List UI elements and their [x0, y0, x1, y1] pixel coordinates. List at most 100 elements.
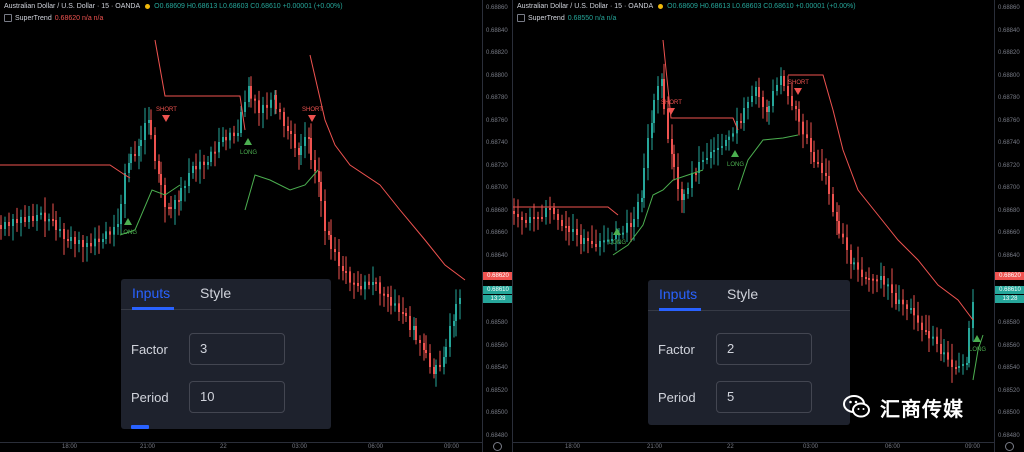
candle-body	[433, 367, 435, 374]
candle-body	[673, 154, 675, 167]
candle-body	[237, 133, 239, 136]
indicator-collapse-icon[interactable]	[4, 14, 12, 23]
indicator-collapse-icon[interactable]	[517, 14, 525, 23]
candle-body	[647, 138, 649, 168]
active-tab-indicator	[132, 307, 174, 310]
candle-body	[762, 97, 764, 107]
price-tick: 0.68700	[998, 185, 1020, 191]
candle-body	[576, 229, 578, 235]
candle-body	[962, 364, 964, 366]
candle-body	[168, 207, 170, 209]
candle-body	[913, 308, 915, 316]
candle-body	[170, 207, 172, 209]
factor-input[interactable]: 3	[189, 333, 285, 365]
price-chart-left[interactable]: SHORT SHORT LONG LONG	[0, 0, 482, 442]
candle-body	[214, 151, 216, 154]
candle-body	[254, 98, 256, 101]
time-label: 09:00	[965, 444, 981, 450]
settings-gear-icon[interactable]	[1005, 442, 1014, 451]
candle-body	[653, 100, 655, 123]
time-label: 21:00	[647, 444, 663, 450]
candle-body	[207, 162, 209, 165]
candle-body	[94, 238, 96, 247]
settings-gear-icon[interactable]	[493, 442, 502, 451]
candle-body	[425, 350, 427, 353]
indicator-name[interactable]: SuperTrend	[528, 15, 565, 22]
candle-body	[203, 161, 205, 165]
candle-body	[557, 214, 559, 220]
candle-body	[55, 220, 57, 230]
candle-body	[59, 229, 61, 231]
price-tick: 0.68580	[998, 320, 1020, 326]
candle-body	[439, 365, 441, 367]
candle-body	[290, 131, 292, 134]
pane-divider[interactable]	[512, 0, 513, 452]
factor-input[interactable]: 2	[716, 333, 812, 365]
svg-text:LONG: LONG	[969, 347, 986, 353]
period-input[interactable]: 5	[716, 381, 812, 413]
symbol-title[interactable]: Australian Dollar / U.S. Dollar · 15 · O…	[4, 3, 141, 10]
price-axis-left[interactable]: 0.68860 0.68840 0.68820 0.68800 0.68780 0.687…	[482, 0, 512, 452]
candle-body	[330, 235, 332, 249]
candle-body	[455, 304, 457, 321]
tab-style[interactable]: Style	[727, 286, 759, 302]
candle-body	[134, 154, 136, 156]
candle-body	[270, 99, 272, 108]
time-axis-left[interactable]: 18:00 21:00 22 03:00 06:00 09:00	[0, 442, 482, 452]
price-tick: 0.68720	[998, 162, 1020, 169]
period-input[interactable]: 10	[189, 381, 285, 413]
candle-body	[732, 133, 734, 137]
indicator-settings-dialog-right: Inputs Style Factor 2 Period 5	[648, 280, 850, 425]
candle-body	[599, 241, 601, 247]
candle-body	[192, 166, 194, 173]
price-tick: 0.68540	[486, 365, 508, 371]
candle-body	[821, 163, 823, 173]
candle-body	[445, 347, 447, 357]
price-chart-right[interactable]: SHORT SHORT LONG LONG LONG	[513, 0, 994, 442]
candle-body	[633, 219, 635, 227]
price-tag-last: 0.68610	[483, 286, 512, 294]
candle-body	[405, 313, 407, 316]
price-tick: 0.68660	[486, 230, 508, 236]
supertrend-down-line	[309, 54, 466, 281]
supertrend-down-line	[0, 164, 131, 179]
tab-inputs[interactable]: Inputs	[659, 286, 698, 302]
candle-body	[409, 316, 411, 330]
watermark-text: 汇商传媒	[880, 396, 964, 421]
candle-body	[651, 123, 653, 138]
candle-body	[637, 202, 639, 219]
symbol-title[interactable]: Australian Dollar / U.S. Dollar · 15 · O…	[517, 3, 654, 10]
checkbox-partial[interactable]	[131, 425, 149, 429]
candle-body	[318, 171, 320, 182]
candle-body	[328, 231, 330, 235]
candle-body	[947, 352, 949, 360]
short-signal: SHORT	[156, 107, 177, 122]
indicator-name[interactable]: SuperTrend	[15, 15, 52, 22]
chart-pane-left[interactable]: SHORT SHORT LONG LONG Australian Dollar / U…	[0, 0, 512, 452]
candle-body	[611, 239, 613, 241]
svg-text:SHORT: SHORT	[661, 100, 682, 106]
ohlc-values: O0.68609 H0.68613 L0.68603 C0.68610 +0.0…	[154, 3, 343, 10]
svg-text:SHORT: SHORT	[156, 107, 177, 113]
time-axis-right[interactable]: 18:00 21:00 22 03:00 06:00 09:00	[513, 442, 994, 452]
candle-body	[298, 148, 300, 155]
candle-body	[180, 188, 182, 201]
candle-body	[951, 359, 953, 367]
candle-body	[109, 231, 111, 235]
candle-body	[891, 284, 893, 293]
candle-body	[158, 161, 160, 174]
chart-pane-right[interactable]: SHORT SHORT LONG LONG LONG Australian Dollar…	[513, 0, 1024, 452]
candle-body	[725, 140, 727, 146]
tab-style[interactable]: Style	[200, 285, 232, 301]
candle-body	[836, 212, 838, 221]
candle-body	[876, 279, 878, 282]
candle-body	[140, 140, 142, 146]
candle-body	[513, 211, 515, 214]
candle-body	[287, 126, 289, 131]
tab-inputs[interactable]: Inputs	[132, 285, 171, 301]
candle-body	[20, 217, 22, 223]
price-axis-right[interactable]: 0.68860 0.68840 0.68820 0.68800 0.68780 0.687…	[994, 0, 1024, 452]
candle-body	[387, 294, 389, 297]
price-tick: 0.68780	[486, 95, 508, 101]
candle-body	[222, 137, 224, 142]
